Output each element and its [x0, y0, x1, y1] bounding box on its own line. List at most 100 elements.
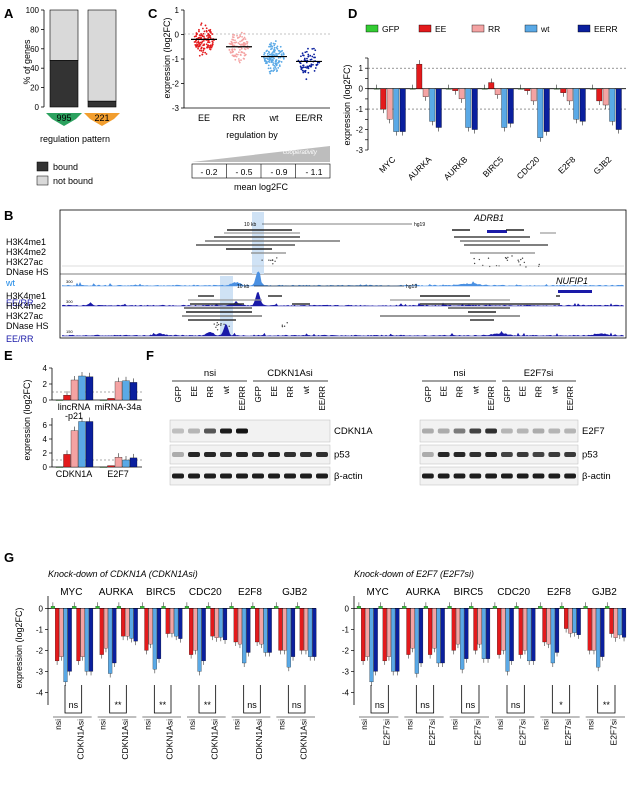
lane-label: EE/RR: [487, 386, 496, 411]
data-point: [230, 40, 233, 43]
blot-band: [532, 452, 545, 457]
significance-label: **: [603, 700, 611, 710]
significance-bracket: [64, 685, 83, 714]
bar-GFP: [184, 606, 189, 609]
legend-bound-swatch: [36, 161, 49, 172]
data-point: [299, 65, 302, 68]
blot-band: [516, 428, 529, 434]
bar-RR: [169, 608, 174, 634]
bar-RR: [103, 608, 108, 649]
lane-label: EE/RR: [238, 386, 247, 411]
blot-band: [236, 452, 248, 457]
panel-g-gene-label: AURKA: [99, 587, 134, 598]
data-point: [279, 50, 282, 53]
blot-label: p53: [334, 450, 350, 461]
blot-group-label: nsi: [204, 368, 216, 379]
upper-scale: 10 kb: [244, 222, 256, 228]
lower-scale: 10 kb: [237, 284, 249, 290]
dnase-site: [538, 263, 540, 266]
bar-EERR: [178, 608, 183, 639]
bar-EERR: [291, 608, 296, 657]
data-point: [307, 67, 310, 70]
bar-GFP: [274, 606, 279, 609]
legend-label: GFP: [382, 24, 400, 34]
data-point: [205, 27, 208, 30]
blot-band: [204, 428, 216, 434]
blot-band: [548, 428, 561, 434]
upper-track-3: H3K27ac: [6, 257, 44, 267]
legend-swatch: [471, 24, 485, 33]
data-point: [204, 24, 207, 27]
panel-g-ytick-label: -4: [36, 688, 44, 697]
data-point: [310, 58, 313, 61]
data-point: [236, 53, 239, 56]
bar-EERR: [600, 608, 605, 657]
data-point: [271, 47, 273, 50]
data-point: [198, 54, 201, 57]
data-point: [209, 48, 212, 51]
blot-band: [172, 428, 184, 434]
data-point: [232, 36, 235, 39]
bar-GFP: [99, 466, 108, 468]
panel-g-left-title: Knock-down of CDKN1A (CDKN1Asi): [48, 569, 198, 579]
data-point: [196, 44, 199, 46]
significance-bracket: [287, 685, 306, 714]
data-point: [280, 61, 283, 63]
mean-value: - 0.5: [235, 167, 252, 177]
data-point: [236, 37, 239, 39]
lane-label: EE: [190, 386, 199, 397]
significance-label: ns: [292, 700, 302, 710]
panel-c-ytick-label: 0: [175, 31, 180, 40]
bar-bound: [49, 60, 79, 108]
data-point: [271, 52, 273, 55]
bar-EE: [278, 608, 283, 651]
blot-band: [469, 452, 482, 457]
bar-wt: [197, 608, 202, 672]
bar-RR: [458, 88, 465, 100]
panel-g-pair-label: E2F7si: [427, 719, 437, 746]
data-point: [232, 39, 235, 41]
data-point: [271, 53, 274, 56]
bar-EERR: [471, 88, 478, 130]
data-point: [244, 53, 247, 56]
panel-g-ytick-label: -3: [342, 667, 350, 676]
bar-wt: [573, 88, 580, 120]
bar-RR: [422, 88, 429, 97]
data-point: [274, 42, 276, 45]
panel-b-label: B: [4, 208, 13, 223]
data-point: [200, 47, 203, 50]
bar-GFP: [447, 606, 452, 609]
data-point: [229, 51, 232, 53]
data-point: [242, 57, 245, 60]
upper-track-1: H3K4me1: [6, 237, 46, 247]
bar-EERR: [435, 88, 442, 128]
data-point: [307, 47, 309, 50]
data-point: [311, 48, 314, 50]
bar-wt: [242, 608, 247, 664]
bar-EE: [121, 608, 126, 637]
data-point: [202, 39, 205, 42]
upper-track-4: DNase HS: [6, 267, 49, 277]
panel-g-pair-label: CDKN1Asi: [209, 719, 219, 760]
bar-RR: [193, 608, 198, 651]
legend-label: RR: [488, 24, 500, 34]
bar-EE: [255, 608, 260, 643]
bar-wt: [286, 608, 291, 668]
blot-band: [564, 428, 576, 434]
panel-g-pair-label: nsi: [540, 719, 550, 730]
bar-GFP: [538, 606, 543, 609]
bar-EERR: [419, 608, 424, 664]
data-point: [207, 45, 210, 47]
data-point: [234, 39, 236, 42]
data-point: [279, 45, 282, 48]
blot-band: [501, 452, 513, 457]
data-point: [275, 46, 278, 49]
count-badge: [84, 113, 120, 126]
panel-g-ytick-label: -2: [342, 646, 350, 655]
data-point: [200, 34, 202, 37]
dnase-site: [220, 324, 222, 326]
data-point: [245, 40, 248, 43]
dnase-site: [283, 325, 286, 327]
bar-EERR: [85, 376, 94, 401]
